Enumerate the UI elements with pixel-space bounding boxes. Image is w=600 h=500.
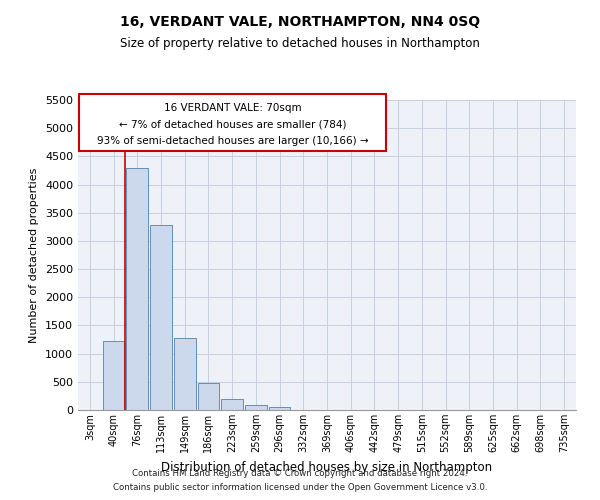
Bar: [221, 398, 243, 410]
X-axis label: Distribution of detached houses by size in Northampton: Distribution of detached houses by size …: [161, 460, 493, 473]
FancyBboxPatch shape: [79, 94, 386, 150]
Bar: [127, 168, 148, 410]
Text: 16, VERDANT VALE, NORTHAMPTON, NN4 0SQ: 16, VERDANT VALE, NORTHAMPTON, NN4 0SQ: [120, 15, 480, 29]
Bar: [150, 225, 172, 410]
Text: ← 7% of detached houses are smaller (784): ← 7% of detached houses are smaller (784…: [119, 119, 346, 129]
Text: 93% of semi-detached houses are larger (10,166) →: 93% of semi-detached houses are larger (…: [97, 136, 368, 145]
Text: Size of property relative to detached houses in Northampton: Size of property relative to detached ho…: [120, 38, 480, 51]
Bar: [269, 406, 290, 410]
Bar: [174, 338, 196, 410]
Bar: [245, 405, 267, 410]
Bar: [103, 340, 124, 410]
Text: 16 VERDANT VALE: 70sqm: 16 VERDANT VALE: 70sqm: [164, 103, 302, 113]
Text: Contains public sector information licensed under the Open Government Licence v3: Contains public sector information licen…: [113, 484, 487, 492]
Y-axis label: Number of detached properties: Number of detached properties: [29, 168, 40, 342]
Text: Contains HM Land Registry data © Crown copyright and database right 2024.: Contains HM Land Registry data © Crown c…: [132, 468, 468, 477]
Bar: [197, 383, 220, 410]
